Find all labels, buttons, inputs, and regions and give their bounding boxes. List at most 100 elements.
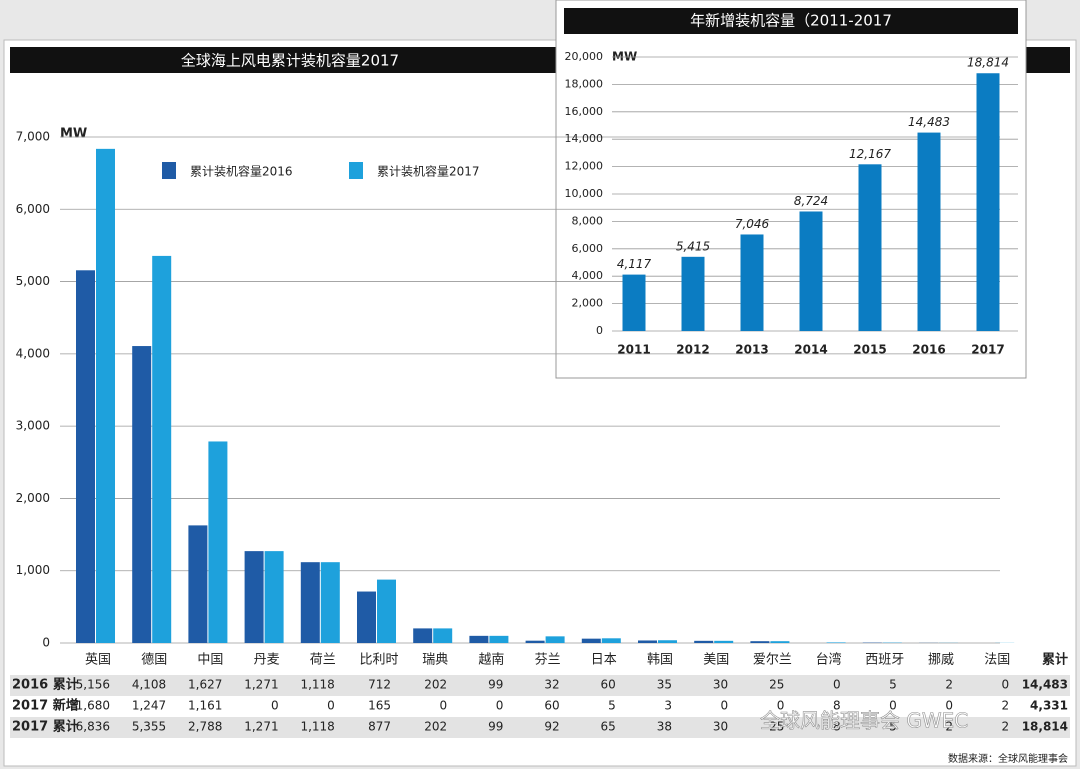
x-tick-label: 2012 [676, 343, 709, 357]
x-tick-label: 英国 [85, 653, 111, 668]
table-cell: 1,680 [76, 699, 110, 713]
row-label: 2016 累计 [12, 677, 79, 693]
bar [525, 640, 545, 643]
source: 数据来源：全球风能理事会 [948, 752, 1068, 765]
table-cell: 8 [833, 720, 841, 734]
table-cell: 38 [657, 720, 672, 734]
bar [377, 579, 396, 643]
bar [76, 270, 95, 643]
bar [826, 642, 846, 643]
table-cell: 2,788 [188, 720, 222, 734]
x-tick-label: 西班牙 [865, 653, 904, 668]
table-cell: 712 [368, 678, 391, 692]
table-total: 18,814 [1022, 720, 1068, 734]
table-cell: 0 [496, 699, 504, 713]
x-tick-label: 中国 [197, 653, 223, 668]
value-label: 14,483 [908, 115, 950, 129]
y-tick-label: 2,000 [572, 297, 604, 310]
x-tick-label: 2015 [853, 343, 886, 357]
table-cell: 202 [424, 678, 447, 692]
inset-title: 年新增装机容量（2011-2017 [690, 12, 892, 30]
table-cell: 1,247 [132, 699, 166, 713]
table-cell: 65 [601, 720, 616, 734]
bar [132, 346, 152, 643]
bar [622, 274, 646, 331]
table-total: 4,331 [1030, 699, 1068, 713]
table-cell: 0 [777, 699, 785, 713]
y-tick-label: 6,000 [16, 202, 50, 216]
bar [681, 256, 705, 331]
x-tick-label: 越南 [478, 652, 504, 668]
row-label: 2017 累计 [12, 719, 79, 735]
table-cell: 877 [368, 720, 391, 734]
table-cell: 2 [1002, 720, 1010, 734]
bar [770, 641, 790, 643]
table-cell: 5 [889, 678, 897, 692]
bar [917, 132, 941, 331]
bar [545, 636, 565, 643]
y-tick-label: 16,000 [565, 105, 604, 118]
x-tick-label: 台湾 [816, 652, 842, 668]
bar [320, 562, 340, 643]
value-label: 12,167 [849, 147, 891, 161]
bar [152, 255, 172, 643]
inset-title-bar [564, 8, 1018, 34]
bar [638, 640, 657, 643]
value-label: 18,814 [967, 56, 1009, 70]
table-cell: 60 [601, 678, 616, 692]
bar [489, 635, 509, 643]
table-cell: 60 [544, 699, 559, 713]
x-tick-label: 日本 [591, 653, 617, 668]
y-tick-label: 4,000 [572, 269, 604, 282]
y-tick-label: 1,000 [16, 563, 50, 577]
table-cell: 5,355 [132, 720, 166, 734]
table-cell: 2 [945, 678, 953, 692]
table-cell: 1,271 [244, 720, 278, 734]
bar [858, 164, 882, 331]
bar [581, 638, 601, 643]
x-tick-label: 爱尔兰 [753, 653, 792, 668]
bar [740, 234, 764, 331]
table-cell: 1,627 [188, 678, 222, 692]
table-cell: 2 [945, 720, 953, 734]
table-cell: 30 [713, 720, 728, 734]
table-cell: 99 [488, 720, 503, 734]
table-cell: 1,271 [244, 678, 278, 692]
bar [413, 628, 433, 643]
table-cell: 0 [440, 699, 448, 713]
table-cell: 3 [664, 699, 672, 713]
y-tick-label: 2,000 [16, 491, 50, 505]
y-tick-label: 0 [42, 636, 50, 650]
table-cell: 92 [544, 720, 559, 734]
bar [469, 635, 489, 643]
value-label: 4,117 [617, 257, 652, 271]
y-tick-label: 5,000 [16, 274, 50, 288]
bar [658, 640, 677, 643]
table-cell: 0 [327, 699, 335, 713]
x-tick-label: 2014 [794, 343, 827, 357]
y-tick-label: 18,000 [565, 77, 604, 90]
bar [96, 148, 115, 643]
bar [208, 441, 228, 643]
bar [357, 591, 376, 643]
table-cell: 0 [833, 678, 841, 692]
table-cell: 0 [271, 699, 279, 713]
table-band [10, 717, 1070, 738]
x-tick-label: 韩国 [647, 653, 673, 668]
table-cell: 4,108 [132, 678, 166, 692]
main-title: 全球海上风电累计装机容量2017 [181, 52, 399, 70]
y-unit: MW [612, 50, 637, 64]
table-cell: 1,161 [188, 699, 222, 713]
bar [799, 211, 823, 331]
bar [714, 640, 734, 643]
legend-label: 累计装机容量2016 [190, 164, 293, 179]
x-tick-label: 2017 [971, 343, 1004, 357]
bar [976, 73, 1000, 331]
y-tick-label: 12,000 [565, 160, 604, 173]
x-tick-label: 法国 [984, 653, 1010, 668]
x-tick-label: 比利时 [359, 653, 398, 668]
table-cell: 8 [833, 699, 841, 713]
y-tick-label: 20,000 [565, 50, 604, 63]
table-cell: 2 [1002, 699, 1010, 713]
